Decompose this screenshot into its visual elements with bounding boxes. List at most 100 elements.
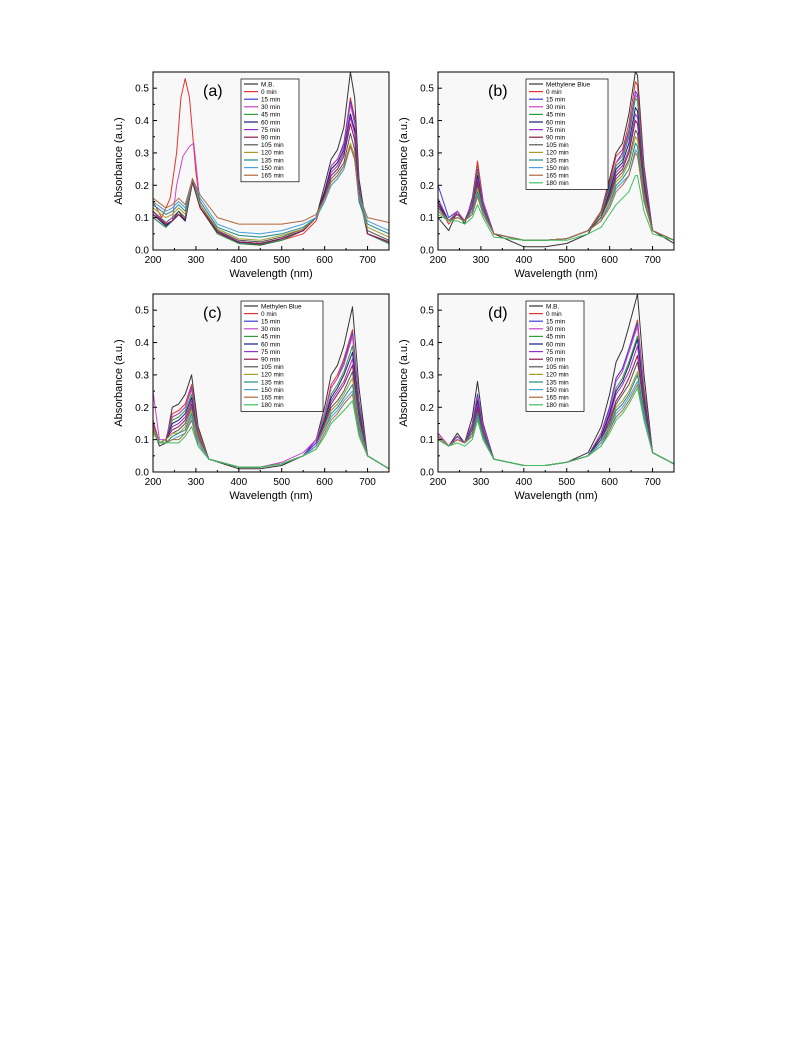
series-line-13 (153, 400, 389, 470)
x-tick-label: 400 (230, 477, 247, 488)
legend-entry: 105 min (261, 364, 284, 371)
y-axis-label: Absorbance (a.u.) (113, 339, 125, 426)
y-tick-label: 0.3 (135, 148, 149, 159)
y-tick-label: 0.0 (135, 246, 149, 257)
x-tick-label: 500 (273, 477, 290, 488)
axes-frame (152, 71, 390, 251)
legend-entry: 45 min (261, 112, 281, 119)
x-tick-label: 300 (188, 477, 205, 488)
legend-entry: 60 min (261, 341, 281, 348)
legend-box (240, 78, 300, 183)
legend-entry: 0 min (261, 89, 277, 96)
x-axis-label: Wavelength (nm) (229, 490, 312, 502)
x-tick-label: 400 (515, 477, 532, 488)
legend-entry: 45 min (261, 334, 281, 341)
legend-entry: 180 min (546, 180, 569, 187)
legend-entry: 60 min (546, 119, 566, 126)
y-tick-label: 0.1 (420, 213, 434, 224)
x-tick-label: 700 (359, 255, 376, 266)
x-tick-label: 300 (188, 255, 205, 266)
axes-frame (152, 293, 390, 473)
x-tick-label: 600 (601, 255, 618, 266)
legend-entry: 15 min (546, 97, 566, 104)
y-tick-label: 0.2 (135, 181, 149, 192)
legend-entry: 90 min (546, 357, 566, 364)
y-tick-label: 0.1 (420, 435, 434, 446)
x-axis-label: Wavelength (nm) (514, 268, 597, 280)
legend-entry: 120 min (261, 372, 284, 379)
legend-entry: 0 min (261, 311, 277, 318)
figure-2x2-uv-vis-spectra: 200 300 400 500 600 700 0.0 0.1 0.2 0.3 0.4 0.5 Wave… (0, 0, 793, 520)
legend-entry: 180 min (546, 402, 569, 409)
panel-label: (b) (488, 83, 508, 100)
legend-entry: 105 min (546, 364, 569, 371)
legend-entry: 150 min (546, 387, 569, 394)
legend-entry: 120 min (546, 150, 569, 157)
series-line-9 (153, 142, 389, 241)
legend-box (240, 300, 324, 412)
legend-entry: 45 min (546, 334, 566, 341)
legend-entry: 165 min (546, 173, 569, 180)
chart-panel-b: 200 300 400 500 600 700 0.0 0.1 0.2 0.3 0.4 0.5 Wave… (398, 71, 675, 280)
legend-entry: 45 min (546, 112, 566, 119)
legend-entry: 120 min (546, 372, 569, 379)
y-tick-label: 0.3 (420, 148, 434, 159)
legend-entry: 15 min (546, 319, 566, 326)
y-tick-label: 0.5 (135, 84, 149, 95)
x-tick-label: 400 (515, 255, 532, 266)
y-axis-label: Absorbance (a.u.) (398, 339, 410, 426)
x-tick-label: 300 (473, 255, 490, 266)
legend-entry: 75 min (261, 127, 281, 134)
y-tick-label: 0.5 (135, 306, 149, 317)
legend-entry: 105 min (546, 142, 569, 149)
x-tick-label: 600 (601, 477, 618, 488)
x-tick-label: 300 (473, 477, 490, 488)
series-line-13 (438, 175, 674, 241)
x-tick-label: 700 (359, 477, 376, 488)
legend-entry: 135 min (546, 379, 569, 386)
y-tick-label: 0.5 (420, 84, 434, 95)
x-tick-label: 200 (145, 477, 162, 488)
x-tick-label: 700 (644, 255, 661, 266)
x-tick-label: 200 (145, 255, 162, 266)
legend-box (525, 300, 585, 412)
y-tick-label: 0.0 (135, 468, 149, 479)
legend-entry: 75 min (546, 349, 566, 356)
legend-entry: M.B. (261, 81, 274, 88)
series-line-13 (438, 387, 674, 466)
y-tick-label: 0.1 (135, 435, 149, 446)
legend-entry: 135 min (546, 157, 569, 164)
y-tick-label: 0.0 (420, 246, 434, 257)
series-line-0 (153, 306, 389, 470)
y-tick-label: 0.2 (135, 403, 149, 414)
legend-entry: 30 min (261, 104, 281, 111)
legend-entry: 180 min (261, 402, 284, 409)
x-tick-label: 600 (316, 477, 333, 488)
y-tick-label: 0.0 (420, 468, 434, 479)
legend-entry: 30 min (261, 326, 281, 333)
y-tick-label: 0.4 (135, 338, 149, 349)
series-group (438, 72, 674, 248)
legend-entry: 150 min (261, 165, 284, 172)
legend-entry: 60 min (261, 119, 281, 126)
panel-label: (c) (203, 305, 222, 322)
legend-entry: 120 min (261, 150, 284, 157)
legend-entry: Methylen Blue (261, 303, 302, 310)
legend-entry: 0 min (546, 89, 562, 96)
series-line-12 (153, 145, 389, 225)
legend-entry: 135 min (261, 379, 284, 386)
panel-label: (d) (488, 305, 508, 322)
legend-entry: 150 min (261, 387, 284, 394)
y-tick-label: 0.3 (420, 370, 434, 381)
legend-entry: M.B. (546, 303, 559, 310)
legend-entry: 105 min (261, 142, 284, 149)
legend-entry: 30 min (546, 104, 566, 111)
legend-entry: 75 min (261, 349, 281, 356)
legend-entry: 165 min (261, 173, 284, 180)
legend-entry: 150 min (546, 165, 569, 172)
chart-panel-c: 200 300 400 500 600 700 0.0 0.1 0.2 0.3 0.4 0.5 Wave… (113, 293, 390, 502)
legend-entry: 30 min (546, 326, 566, 333)
chart-panel-a: 200 300 400 500 600 700 0.0 0.1 0.2 0.3 0.4 0.5 Wave… (113, 71, 390, 280)
series-line-3 (153, 335, 389, 470)
legend-entry: 60 min (546, 341, 566, 348)
